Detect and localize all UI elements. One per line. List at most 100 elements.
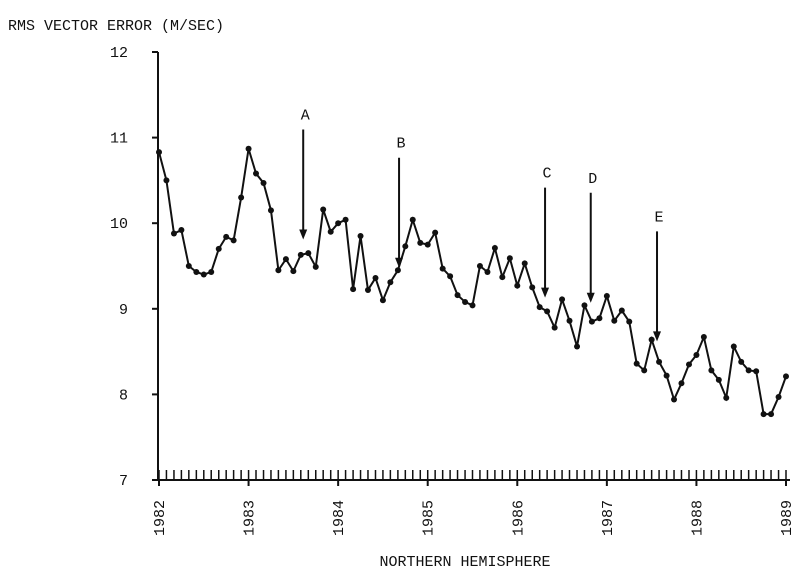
data-point xyxy=(357,233,364,240)
data-point xyxy=(469,302,476,309)
data-point xyxy=(685,361,692,368)
data-point xyxy=(626,318,633,325)
data-point xyxy=(290,268,297,275)
data-point xyxy=(238,194,245,201)
series-line xyxy=(158,148,787,416)
annotation-arrowhead xyxy=(653,331,662,342)
data-point xyxy=(424,241,431,248)
x-axis-label: NORTHERN HEMISPHERE xyxy=(379,554,550,570)
data-point xyxy=(447,273,454,280)
data-point xyxy=(611,317,618,324)
data-point xyxy=(282,256,289,263)
x-tick-label: 1983 xyxy=(242,500,259,536)
data-point xyxy=(633,360,640,367)
data-point xyxy=(402,243,409,250)
data-point xyxy=(491,245,498,252)
data-point xyxy=(215,245,222,252)
data-point xyxy=(230,237,237,244)
annotation-label: C xyxy=(543,166,552,183)
data-point xyxy=(267,207,274,214)
data-point xyxy=(163,177,170,184)
data-point xyxy=(193,268,200,275)
data-point xyxy=(588,318,595,325)
data-point xyxy=(603,292,610,299)
data-point xyxy=(715,376,722,383)
data-point xyxy=(379,297,386,304)
annotation-label: E xyxy=(655,209,664,226)
data-point xyxy=(350,286,357,293)
data-point xyxy=(656,358,663,365)
data-point xyxy=(409,216,416,223)
x-tick-label: 1984 xyxy=(331,500,348,536)
data-point xyxy=(775,393,782,400)
data-point xyxy=(641,367,648,374)
data-point xyxy=(693,352,700,359)
data-point xyxy=(297,251,304,258)
data-point xyxy=(700,334,707,341)
x-tick-label: 1987 xyxy=(600,500,617,536)
data-point xyxy=(364,286,371,293)
data-point xyxy=(738,358,745,365)
data-point xyxy=(335,220,342,227)
data-point xyxy=(760,411,767,418)
data-point xyxy=(521,260,528,267)
data-point xyxy=(566,317,573,324)
data-point xyxy=(574,343,581,350)
annotation-label: B xyxy=(397,136,406,153)
data-point xyxy=(417,239,424,246)
y-tick-label: 11 xyxy=(110,131,128,148)
y-tick-label: 10 xyxy=(110,216,128,233)
annotation-label: D xyxy=(588,171,597,188)
data-point xyxy=(708,367,715,374)
data-point xyxy=(678,380,685,387)
y-tick-label: 9 xyxy=(119,302,128,319)
annotation-arrowhead xyxy=(299,229,308,240)
data-point xyxy=(454,292,461,299)
data-point xyxy=(200,271,207,278)
data-point xyxy=(170,230,177,237)
data-point xyxy=(260,179,267,186)
data-point xyxy=(723,394,730,401)
data-point xyxy=(387,279,394,286)
data-point xyxy=(372,274,379,281)
data-point xyxy=(596,315,603,322)
data-point xyxy=(476,263,483,269)
data-point xyxy=(223,233,230,240)
x-tick-label: 1986 xyxy=(510,500,527,536)
data-point xyxy=(484,268,491,275)
y-tick-label: 12 xyxy=(110,45,128,62)
annotation-arrowhead xyxy=(541,287,550,298)
y-tick-label: 7 xyxy=(119,473,128,490)
data-point xyxy=(208,268,215,275)
data-point xyxy=(499,274,506,281)
annotation-arrowhead xyxy=(586,292,595,303)
data-point xyxy=(305,250,312,257)
data-point xyxy=(178,227,185,234)
data-point xyxy=(663,372,670,379)
data-point xyxy=(462,298,469,305)
y-tick-label: 8 xyxy=(119,387,128,404)
data-point xyxy=(514,282,521,289)
x-tick-label: 1982 xyxy=(152,500,169,536)
data-point xyxy=(432,229,439,236)
data-point xyxy=(253,170,260,177)
data-point xyxy=(768,411,775,418)
data-point xyxy=(648,336,655,343)
data-point xyxy=(529,284,536,291)
annotation-label: A xyxy=(301,107,310,124)
data-point xyxy=(536,304,543,311)
data-point xyxy=(312,263,319,270)
data-point xyxy=(783,373,789,380)
data-point xyxy=(618,307,625,314)
data-point xyxy=(439,265,446,272)
data-point xyxy=(671,396,678,403)
data-point xyxy=(551,324,558,331)
x-tick-label: 1985 xyxy=(421,500,438,536)
data-point xyxy=(730,343,737,350)
x-tick-label: 1988 xyxy=(689,500,706,536)
data-point xyxy=(320,206,327,213)
data-point xyxy=(753,368,760,375)
annotation-arrowhead xyxy=(395,257,404,268)
data-point xyxy=(506,255,513,262)
